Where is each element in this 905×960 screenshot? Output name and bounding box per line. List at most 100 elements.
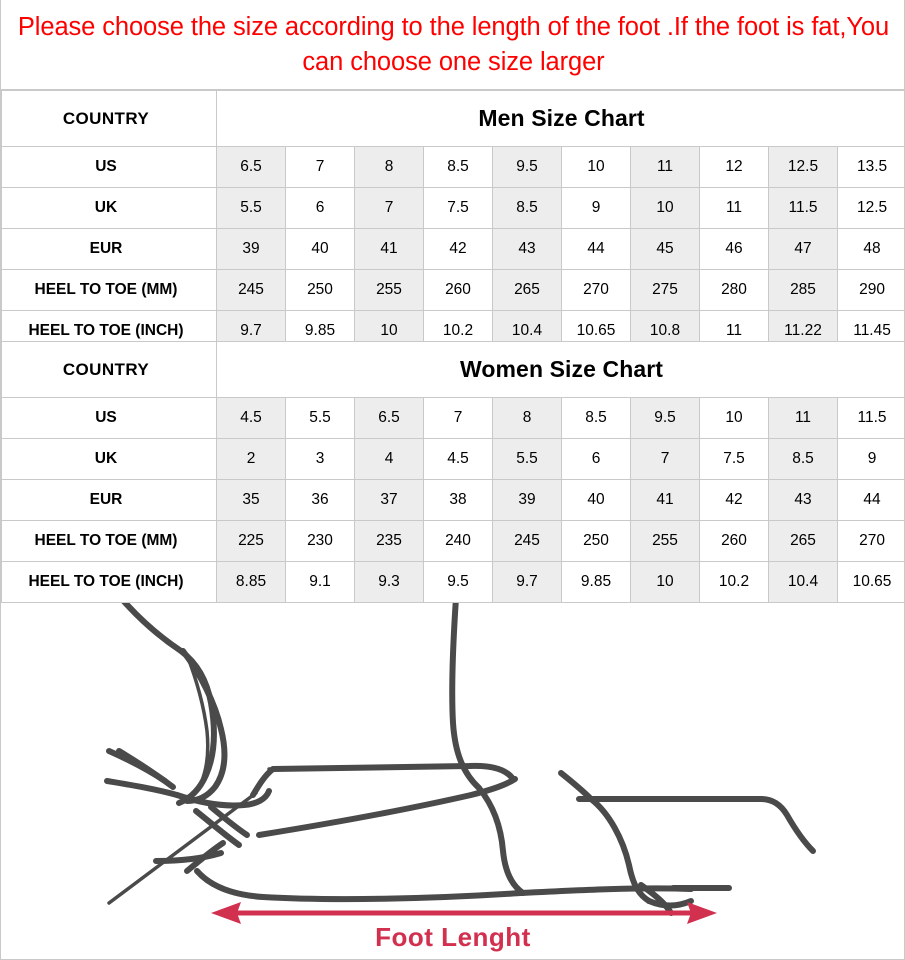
women-row-label: UK — [1, 438, 217, 480]
women-row-label: HEEL TO TOE (INCH) — [1, 561, 217, 603]
size-cell: 40 — [561, 479, 631, 521]
men-header-row: COUNTRY Men Size Chart — [1, 90, 904, 147]
toe-pad-contour — [174, 788, 272, 809]
heel-bottom-right — [646, 898, 694, 909]
notice-text: Please choose the size according to the … — [17, 12, 890, 76]
table-row: HEEL TO TOE (MM) 245 250 255 260 265 270 275 280… — [1, 269, 904, 311]
size-cell: 285 — [768, 269, 838, 311]
size-cell: 8.5 — [492, 187, 562, 229]
foot-sole-line — [194, 868, 694, 903]
size-cell: 11.5 — [768, 187, 838, 229]
measure-arrowhead-left — [211, 902, 241, 924]
big-toe-outer-edge — [121, 603, 217, 806]
size-cell: 6.5 — [216, 146, 286, 188]
women-row-label: HEEL TO TOE (MM) — [1, 520, 217, 562]
size-cell: 8.5 — [561, 397, 631, 439]
size-cell: 42 — [699, 479, 769, 521]
size-cell: 10.65 — [836, 561, 904, 603]
size-cell: 13.5 — [836, 146, 904, 188]
size-cell: 10.2 — [699, 561, 769, 603]
size-cell: 245 — [216, 269, 286, 311]
size-cell: 11 — [630, 146, 700, 188]
guide-line — [107, 791, 258, 905]
size-cell: 11 — [699, 187, 769, 229]
size-cell: 2 — [216, 438, 286, 480]
size-cell: 10 — [630, 187, 700, 229]
table-row: EUR 35 36 37 38 39 40 41 42 43 44 — [1, 479, 904, 521]
size-cell: 245 — [492, 520, 562, 562]
men-row-label: HEEL TO TOE (MM) — [1, 269, 217, 311]
size-cell: 270 — [836, 520, 904, 562]
notice-banner: Please choose the size according to the … — [1, 0, 904, 90]
women-table-body: COUNTRY Women Size Chart US 4.5 5.5 6.5 7 8 8.5 9… — [1, 341, 904, 603]
second-toe-contour — [180, 648, 228, 804]
size-cell: 6.5 — [354, 397, 424, 439]
size-cell: 10 — [699, 397, 769, 439]
size-cell: 8.85 — [216, 561, 286, 603]
size-cell: 39 — [492, 479, 562, 521]
toe-line-5 — [104, 778, 180, 798]
men-table-body: COUNTRY Men Size Chart US 6.5 7 8 8.5 9.5 10 11 12… — [1, 90, 904, 352]
size-cell: 235 — [354, 520, 424, 562]
men-chart-title: Men Size Chart — [215, 90, 904, 147]
big-toe-crease — [185, 653, 210, 785]
women-row-label: EUR — [1, 479, 217, 521]
size-cell: 9.85 — [561, 561, 631, 603]
toe-line-4 — [116, 748, 176, 790]
table-row: US 4.5 5.5 6.5 7 8 8.5 9.5 10 11 11.5 — [1, 397, 904, 439]
size-cell: 265 — [768, 520, 838, 562]
size-cell: 45 — [630, 228, 700, 270]
size-cell: 6 — [285, 187, 355, 229]
size-cell: 40 — [285, 228, 355, 270]
table-row: HEEL TO TOE (MM) 225 230 235 240 245 250 255 260… — [1, 520, 904, 562]
size-cell: 44 — [836, 479, 904, 521]
size-cell: 43 — [768, 479, 838, 521]
size-cell: 260 — [699, 520, 769, 562]
size-cell: 9 — [561, 187, 631, 229]
toe-underside-line-a — [208, 804, 250, 838]
size-cell: 250 — [561, 520, 631, 562]
size-cell: 38 — [423, 479, 493, 521]
women-header-row: COUNTRY Women Size Chart — [1, 341, 904, 398]
size-cell: 6 — [561, 438, 631, 480]
size-cell: 3 — [285, 438, 355, 480]
size-cell: 7 — [354, 187, 424, 229]
women-country-header: COUNTRY — [1, 341, 217, 398]
size-cell: 4.5 — [423, 438, 493, 480]
size-cell: 8 — [492, 397, 562, 439]
size-cell: 35 — [216, 479, 286, 521]
size-cell: 225 — [216, 520, 286, 562]
foot-arch-diagonal — [256, 776, 518, 838]
women-chart-title: Women Size Chart — [215, 341, 904, 398]
size-cell: 8.5 — [768, 438, 838, 480]
size-cell: 12.5 — [836, 187, 904, 229]
heel-back-curve — [476, 785, 526, 896]
leg-back-line — [449, 603, 482, 791]
size-cell: 290 — [836, 269, 904, 311]
ankle-right-line — [588, 796, 652, 904]
men-country-header: COUNTRY — [1, 90, 217, 147]
size-cell: 43 — [492, 228, 562, 270]
table-row: EUR 39 40 41 42 43 44 45 46 47 48 — [1, 228, 904, 270]
size-cell: 7 — [423, 397, 493, 439]
size-cell: 9.5 — [423, 561, 493, 603]
size-cell: 250 — [285, 269, 355, 311]
size-cell: 12 — [699, 146, 769, 188]
size-cell: 41 — [354, 228, 424, 270]
size-cell: 9.5 — [630, 397, 700, 439]
ground-ledge-right — [576, 796, 816, 854]
size-cell: 12.5 — [768, 146, 838, 188]
size-cell: 9.3 — [354, 561, 424, 603]
men-size-chart-table: COUNTRY Men Size Chart US 6.5 7 8 8.5 9.5 10 11 12… — [1, 90, 904, 352]
size-cell: 9.5 — [492, 146, 562, 188]
men-row-label: EUR — [1, 228, 217, 270]
table-row: US 6.5 7 8 8.5 9.5 10 11 12 12.5 13.5 — [1, 146, 904, 188]
size-cell: 275 — [630, 269, 700, 311]
size-cell: 11.5 — [836, 397, 904, 439]
size-cell: 8.5 — [423, 146, 493, 188]
size-cell: 4.5 — [216, 397, 286, 439]
table-row: HEEL TO TOE (INCH) 8.85 9.1 9.3 9.5 9.7 9.85 10… — [1, 561, 904, 603]
size-cell: 7 — [285, 146, 355, 188]
size-cell: 9.7 — [492, 561, 562, 603]
toe-underside-line-b — [193, 808, 242, 848]
